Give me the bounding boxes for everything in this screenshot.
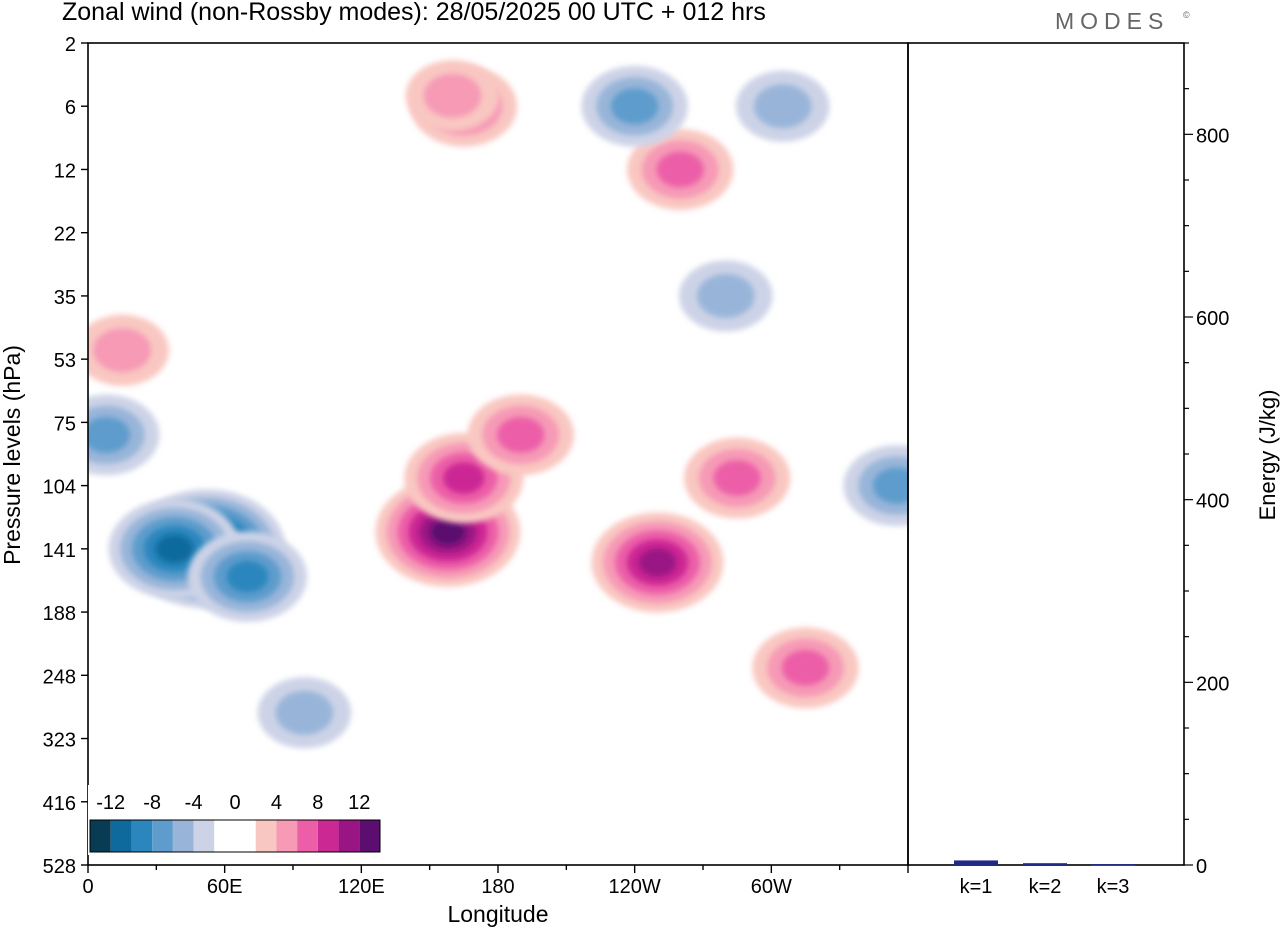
x-tick-label: 0	[82, 876, 93, 898]
contour-blob	[781, 649, 830, 686]
contour-blob	[226, 560, 269, 593]
y-tick-label: 323	[43, 730, 76, 752]
y-tick-label: 53	[54, 350, 76, 372]
energy-tick-label: 600	[1196, 308, 1229, 330]
y-tick-label: 6	[65, 97, 76, 119]
colorbar-label: 12	[348, 792, 370, 814]
colorbar-segment	[152, 820, 173, 852]
energy-axis-label: Energy (J/kg)	[1255, 390, 1280, 521]
colorbar-segment	[172, 820, 194, 852]
y-tick-label: 22	[54, 224, 76, 246]
colorbar-segment	[90, 820, 111, 852]
colorbar-segment	[338, 820, 360, 852]
x-axis-label: Longitude	[447, 901, 548, 927]
colorbar-segment	[235, 820, 256, 852]
energy-plot-frame	[907, 42, 1185, 866]
colorbar-segment	[110, 820, 132, 852]
contour-blob	[696, 274, 755, 318]
colorbar-segment	[276, 820, 298, 852]
x-tick-label: 180	[481, 876, 514, 898]
contour-blob	[275, 690, 334, 735]
contour-blob	[753, 84, 812, 129]
colorbar-segment	[214, 820, 235, 852]
y-tick-label: 2	[65, 34, 76, 56]
contour-blob	[611, 88, 659, 125]
x-tick-label: 60W	[751, 876, 792, 898]
copyright-mark: ©	[1183, 10, 1190, 20]
colorbar-label: 0	[229, 792, 240, 814]
contour-blob	[88, 416, 130, 453]
contour-blob	[872, 467, 908, 504]
y-tick-label: 528	[43, 856, 76, 878]
contour-blob	[713, 460, 761, 496]
y-tick-label: 416	[43, 793, 76, 815]
y-tick-label: 188	[43, 603, 76, 625]
modes-logo: MODES	[1055, 8, 1170, 34]
heatmap-field	[88, 60, 908, 749]
colorbar-label: -12	[96, 792, 125, 814]
y-axis-label: Pressure levels (hPa)	[0, 345, 25, 565]
chart-title: Zonal wind (non-Rossby modes): 28/05/202…	[62, 0, 766, 26]
contour-blob	[430, 518, 466, 546]
longitude-axis: 0 60E 120E 180 120W 60W	[82, 865, 909, 898]
colorbar-label: -8	[143, 792, 161, 814]
contour-blob	[155, 534, 194, 564]
y-tick-label: 12	[54, 160, 76, 182]
y-tick-label: 248	[43, 666, 76, 688]
energy-bar-label: k=2	[1029, 876, 1062, 898]
contour-blob	[423, 73, 482, 118]
colorbar-label: 4	[271, 792, 282, 814]
energy-tick-label: 200	[1196, 673, 1229, 695]
y-tick-label: 104	[43, 477, 76, 499]
contour-blob	[638, 548, 677, 577]
energy-bar	[1091, 864, 1135, 866]
colorbar-segment	[193, 820, 215, 852]
y-tick-label: 35	[54, 287, 76, 309]
contour-blob	[656, 151, 704, 188]
energy-bars: k=1 k=2 k=3	[954, 860, 1135, 898]
contour-blob	[443, 462, 485, 494]
colorbar-frame	[89, 819, 381, 853]
contour-blob	[497, 416, 545, 453]
energy-bar-label: k=1	[960, 876, 993, 898]
colorbar: -12 -8 -4 0 4 8 12	[88, 785, 382, 855]
y-tick-label: 141	[43, 540, 76, 562]
energy-tick-label: 400	[1196, 491, 1229, 513]
x-tick-label: 60E	[207, 876, 243, 898]
energy-tick-label: 0	[1196, 856, 1207, 878]
energy-axis: 0 200 400 600 800	[1184, 42, 1229, 878]
contour-blob	[93, 328, 151, 373]
colorbar-segment	[359, 820, 380, 852]
colorbar-segment	[131, 820, 153, 852]
x-tick-label: 120E	[338, 876, 385, 898]
energy-bar	[1023, 863, 1067, 865]
y-tick-label: 75	[54, 413, 76, 435]
colorbar-segment	[317, 820, 339, 852]
colorbar-segment	[297, 820, 318, 852]
energy-bar	[954, 860, 998, 865]
pressure-axis: 2 6 12 22 35 53 75 104 141 188 248 323 416 528	[43, 34, 88, 878]
energy-tick-label: 800	[1196, 125, 1229, 147]
x-tick-label: 120W	[609, 876, 661, 898]
colorbar-label: -4	[185, 792, 203, 814]
colorbar-label: 8	[312, 792, 323, 814]
energy-bar-label: k=3	[1097, 876, 1130, 898]
colorbar-segment	[255, 820, 277, 852]
